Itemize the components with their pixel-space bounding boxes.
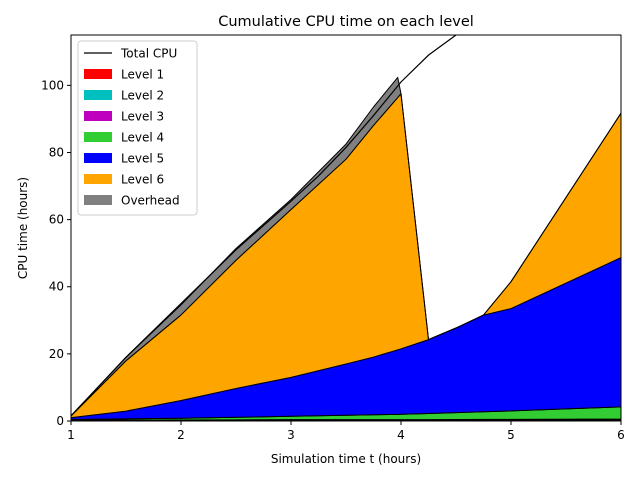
line-total-cpu [71, 35, 457, 417]
legend-swatch-level-5 [84, 153, 112, 163]
legend-box [77, 40, 198, 216]
x-tick-label: 6 [617, 428, 625, 442]
legend-swatch-level-4 [84, 132, 112, 142]
legend-label-level-3: Level 3 [121, 110, 164, 124]
x-axis: 1 2 3 4 5 6 [67, 421, 625, 442]
y-tick-label: 60 [49, 213, 64, 227]
x-tick-label: 1 [67, 428, 75, 442]
area-overhead [71, 76, 621, 417]
legend-label-level-6: Level 6 [121, 173, 164, 187]
x-tick-label: 3 [287, 428, 295, 442]
x-tick-label: 4 [397, 428, 405, 442]
y-tick-label: 40 [49, 280, 64, 294]
legend-swatch-level-2 [84, 90, 112, 100]
chart-title: Cumulative CPU time on each level [218, 14, 474, 30]
legend: Total CPU Level 1 Level 2 Level 3 Level 4 Lev… [77, 40, 198, 216]
legend-swatch-level-1 [84, 69, 112, 79]
legend-swatch-level-3 [84, 111, 112, 121]
plot-frame [70, 34, 622, 422]
legend-label-level-5: Level 5 [121, 152, 164, 166]
y-axis-label: CPU time (hours) [16, 177, 30, 279]
y-tick-label: 100 [41, 78, 64, 92]
legend-label-total-cpu: Total CPU [120, 47, 177, 61]
y-tick-label: 20 [49, 347, 64, 361]
x-axis-label: Simulation time t (hours) [271, 452, 421, 466]
y-axis: 0 20 40 60 80 100 [41, 78, 71, 428]
x-tick-label: 2 [177, 428, 185, 442]
legend-swatch-overhead [84, 195, 112, 205]
y-tick-label: 80 [49, 145, 64, 159]
legend-swatch-level-6 [84, 174, 112, 184]
legend-label-level-2: Level 2 [121, 89, 164, 103]
legend-label-overhead: Overhead [121, 194, 180, 208]
y-tick-label: 0 [56, 414, 64, 428]
plot-area [71, 35, 621, 421]
legend-label-level-4: Level 4 [121, 131, 164, 145]
legend-label-level-1: Level 1 [121, 68, 164, 82]
x-tick-label: 5 [507, 428, 515, 442]
